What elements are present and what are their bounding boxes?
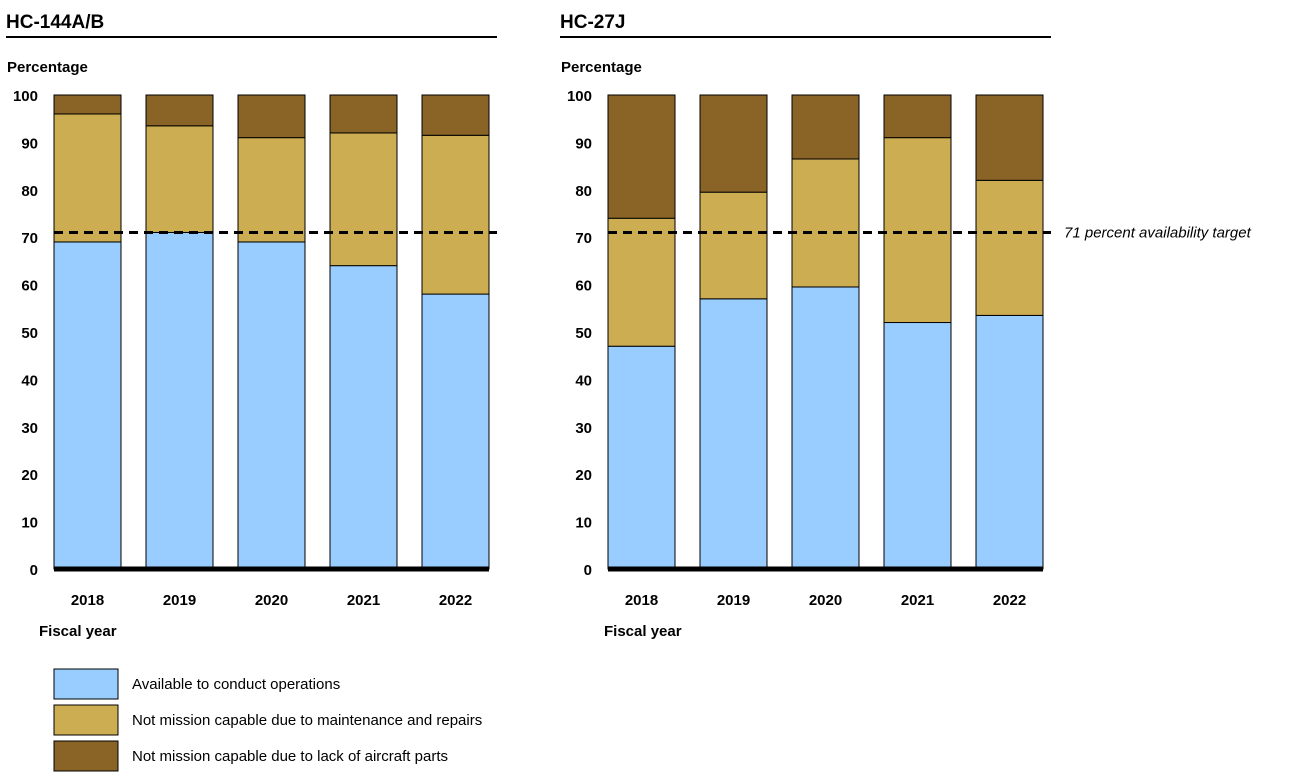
bar-segment-maintenance [791,158,860,288]
y-tick-label: 20 [575,467,592,484]
x-tick-label: 2021 [901,592,934,609]
bar-segment-available [975,314,1044,570]
bar-segment-parts [699,94,768,193]
y-tick-label: 100 [13,88,38,105]
bar-segment-maintenance [53,113,122,243]
x-tick-label: 2021 [347,592,380,609]
bar-segment-parts [329,94,398,134]
y-tick-label: 30 [21,420,38,437]
x-tick-label: 2019 [163,592,196,609]
y-tick-label: 10 [575,515,592,532]
bar-segment-parts [975,94,1044,181]
legend: Available to conduct operations Not missi… [53,668,482,772]
bar-segment-maintenance [699,191,768,300]
y-tick-label: 90 [575,135,592,152]
x-tick-label: 2018 [71,592,104,609]
y-tick-label: 80 [21,183,38,200]
y-tick-label: 40 [21,372,38,389]
bar-segment-parts [607,94,676,219]
chart-panel-0: HC-144A/B Percentage 0 10 20 30 40 50 60 70 80 90 10… [6,12,497,640]
bar-segment-available [329,265,398,570]
bar-segment-available [237,241,306,570]
y-tick-label: 0 [584,562,592,579]
y-tick-label: 0 [30,562,38,579]
legend-label: Available to conduct operations [132,676,340,693]
bar-segment-parts [883,94,952,139]
legend-label: Not mission capable due to maintenance a… [132,712,482,729]
y-tick-label: 70 [21,230,38,247]
bar-segment-available [607,345,676,570]
y-tick-label: 30 [575,420,592,437]
x-axis-label: Fiscal year [39,623,117,640]
y-axis-label: Percentage [561,59,642,76]
bar-segment-parts [421,94,490,136]
bar-segment-parts [237,94,306,139]
bar-segment-available [791,286,860,570]
bar-segment-maintenance [607,217,676,347]
bar-segment-parts [791,94,860,160]
bar-segment-available [699,298,768,570]
y-tick-label: 100 [567,88,592,105]
x-tick-label: 2020 [809,592,842,609]
chart-title: HC-27J [560,12,625,33]
y-axis-label: Percentage [7,59,88,76]
y-tick-label: 70 [575,230,592,247]
bar-segment-maintenance [975,179,1044,316]
bar-segment-parts [53,94,122,115]
legend-label: Not mission capable due to lack of aircr… [132,748,448,765]
x-tick-label: 2022 [439,592,472,609]
y-tick-label: 80 [575,183,592,200]
chart-title: HC-144A/B [6,12,104,33]
bar-segment-maintenance [329,132,398,267]
x-axis-label: Fiscal year [604,623,682,640]
bar-segment-available [421,293,490,570]
legend-swatch-available [53,668,119,700]
y-tick-label: 60 [575,278,592,295]
y-tick-label: 20 [21,467,38,484]
y-tick-label: 50 [575,325,592,342]
y-tick-label: 50 [21,325,38,342]
x-tick-label: 2020 [255,592,288,609]
target-label: 71 percent availability target [1064,224,1252,241]
x-tick-label: 2018 [625,592,658,609]
legend-swatch-maintenance [53,704,119,736]
bar-segment-available [53,241,122,570]
bar-segment-maintenance [145,125,214,233]
legend-swatch-parts [53,740,119,772]
y-tick-label: 10 [21,515,38,532]
bar-segment-available [883,322,952,570]
bar-segment-available [145,231,214,570]
y-tick-label: 60 [21,278,38,295]
bar-segment-maintenance [237,137,306,243]
bar-segment-parts [145,94,214,127]
bar-segment-maintenance [421,134,490,295]
x-tick-label: 2019 [717,592,750,609]
chart-panel-1: HC-27J Percentage 0 10 20 30 40 50 60 70 80 90 100 20… [560,12,1051,640]
y-tick-label: 90 [21,135,38,152]
y-tick-label: 40 [575,372,592,389]
bar-segment-maintenance [883,137,952,324]
x-tick-label: 2022 [993,592,1026,609]
